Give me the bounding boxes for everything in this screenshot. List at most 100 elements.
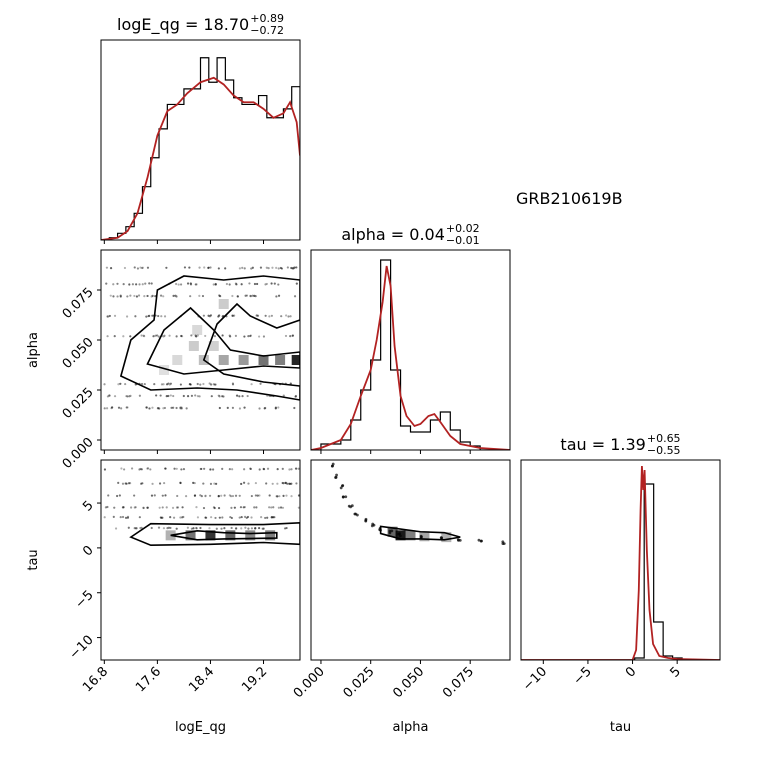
- sample-point: [119, 295, 122, 298]
- sample-point: [199, 383, 202, 386]
- sample-point: [222, 395, 225, 398]
- sample-point: [148, 407, 151, 410]
- sample-point: [231, 382, 235, 385]
- sample-point: [149, 468, 152, 471]
- sample-point: [110, 406, 114, 409]
- sample-point: [234, 334, 238, 337]
- sample-point: [154, 334, 157, 337]
- sample-point: [297, 467, 300, 470]
- sample-point: [103, 383, 106, 386]
- sample-point: [398, 534, 402, 538]
- sample-point: [240, 482, 243, 486]
- sample-point: [169, 382, 172, 385]
- sample-point: [274, 406, 278, 409]
- panel-frame-1-0: [100, 249, 301, 451]
- sample-point: [231, 494, 235, 498]
- sample-point: [293, 295, 297, 298]
- sample-point: [181, 506, 184, 509]
- panel-frame-1-1: [310, 249, 511, 451]
- sample-point: [253, 282, 257, 286]
- sample-point: [223, 527, 226, 530]
- sample-point: [116, 282, 119, 285]
- sample-point: [248, 282, 251, 285]
- sample-point: [372, 523, 376, 527]
- sample-point: [208, 527, 211, 530]
- sample-point: [439, 536, 443, 540]
- sample-point: [271, 266, 274, 269]
- sample-point: [157, 314, 160, 318]
- sample-point: [388, 531, 392, 535]
- density-cell: [205, 530, 216, 541]
- sample-point: [199, 526, 202, 530]
- sample-point: [254, 527, 257, 530]
- x-tick-label-alpha: 0.050: [390, 664, 427, 701]
- density-cell: [225, 530, 236, 541]
- sample-point: [195, 506, 198, 509]
- sample-point: [121, 482, 125, 485]
- sample-point: [115, 494, 119, 498]
- sample-point: [189, 295, 192, 298]
- sample-point: [131, 283, 134, 286]
- sample-point: [200, 467, 203, 471]
- hist-bin: [192, 89, 200, 240]
- sample-point: [347, 504, 351, 508]
- sample-point: [353, 512, 357, 516]
- hist-bin: [275, 118, 283, 240]
- sample-point: [204, 494, 207, 497]
- sample-point: [247, 335, 250, 338]
- sample-point: [125, 315, 129, 318]
- sample-point: [266, 516, 269, 519]
- sample-point: [113, 335, 116, 338]
- title-err-plus-alpha: +0.02: [446, 222, 480, 235]
- y-tick-label-alpha: 0.050: [60, 335, 97, 372]
- sample-point: [157, 335, 160, 338]
- sample-point: [295, 282, 298, 285]
- sample-point: [242, 481, 246, 484]
- sample-point: [215, 527, 218, 530]
- title-alpha: alpha = 0.04 +0.02−0.01: [341, 222, 479, 247]
- sample-point: [270, 314, 273, 317]
- sample-point: [213, 383, 217, 386]
- kde-curve-logE_qg: [101, 76, 300, 240]
- sample-point: [218, 314, 221, 317]
- y-tick-label-alpha: 0.075: [60, 285, 97, 322]
- sample-point: [231, 383, 235, 386]
- sample-point: [245, 294, 249, 297]
- sample-point: [186, 395, 190, 398]
- title-err-minus-logE_qg: −0.72: [250, 24, 284, 37]
- sample-point: [135, 295, 139, 298]
- sample-point: [240, 515, 243, 519]
- sample-point: [208, 315, 211, 318]
- sample-point: [179, 481, 182, 485]
- sample-point: [221, 395, 224, 398]
- sample-point: [239, 482, 243, 485]
- hist-bin: [201, 58, 209, 240]
- sample-point: [218, 516, 221, 519]
- sample-point: [124, 516, 128, 519]
- sample-point: [122, 335, 125, 338]
- sample-point: [195, 527, 198, 530]
- sample-point: [165, 383, 169, 386]
- sample-point: [113, 395, 117, 398]
- hist-bin: [371, 360, 381, 450]
- sample-point: [258, 494, 261, 497]
- sample-point: [213, 482, 216, 485]
- sample-point: [281, 506, 285, 509]
- sample-point: [456, 538, 460, 542]
- sample-point: [167, 394, 170, 398]
- sample-point: [250, 383, 253, 386]
- sample-point: [198, 266, 201, 269]
- sample-point: [151, 482, 154, 485]
- sample-point: [138, 283, 141, 286]
- sample-point: [294, 395, 297, 398]
- annotation-label: GRB210619B: [516, 189, 623, 208]
- sample-point: [199, 494, 202, 497]
- sample-point: [125, 394, 128, 398]
- sample-point: [122, 506, 125, 509]
- x-axis-label-alpha: alpha: [392, 720, 428, 735]
- density-cell: [419, 531, 430, 542]
- sample-point: [169, 516, 172, 519]
- sample-point: [214, 516, 217, 520]
- sample-point: [262, 527, 265, 530]
- sample-point: [164, 467, 167, 470]
